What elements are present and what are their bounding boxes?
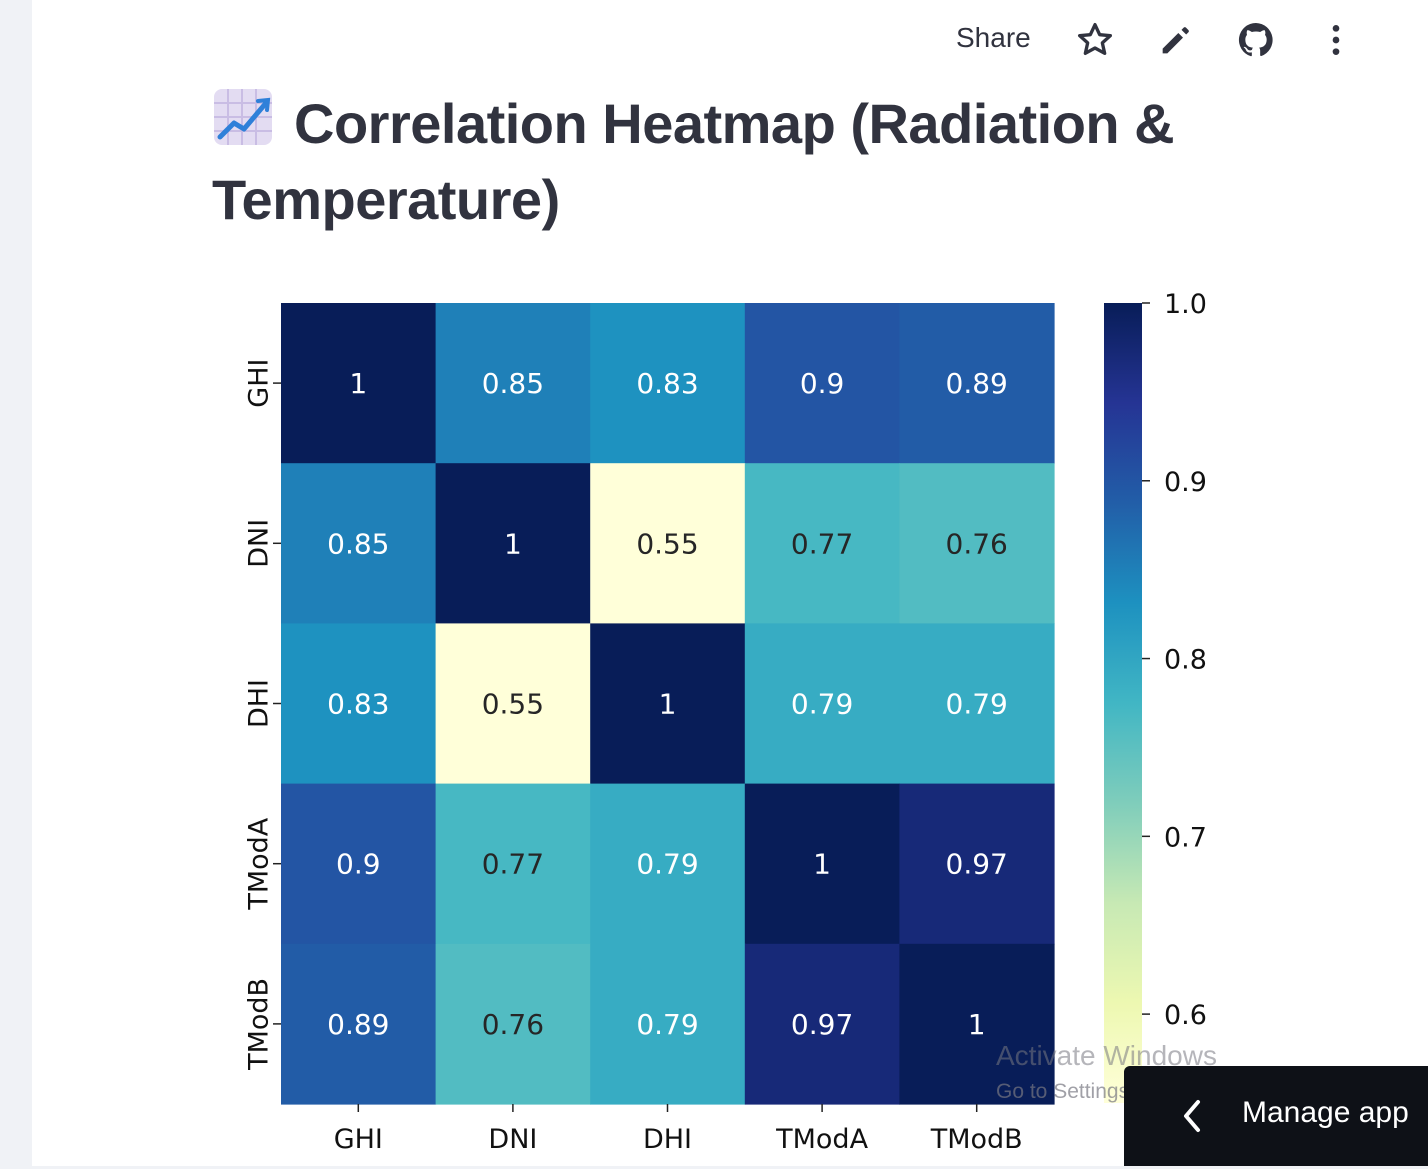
heatmap-cell (281, 303, 437, 464)
heatmap-cell (744, 943, 900, 1105)
heatmap-cell (590, 463, 746, 624)
correlation-heatmap: 1 0.85 0.83 0.9 0.89 0.85 1 0.55 0.77 0.76 0.83 0.5… (244, 289, 1207, 1155)
heatmap-cell (435, 943, 591, 1105)
cell-annotation: 1 (968, 1008, 986, 1041)
y-tick-label: DNI (244, 519, 275, 568)
cell-annotation: 0.9 (336, 848, 381, 881)
cell-annotation: 0.97 (946, 848, 1008, 881)
cell-annotation: 0.83 (636, 367, 698, 400)
heatmap-cell (435, 463, 591, 624)
heatmap-cell (281, 623, 437, 785)
colorbar-tick-label: 1.0 (1164, 289, 1207, 320)
heatmap-cell (435, 303, 591, 464)
heatmap-cell (281, 783, 437, 945)
cell-annotation: 0.55 (636, 527, 698, 560)
heatmap-cell (744, 303, 900, 464)
heatmap-cell (899, 623, 1055, 785)
cell-annotation: 1 (349, 367, 367, 400)
cell-annotation: 0.76 (946, 527, 1008, 560)
cell-annotation: 0.79 (946, 688, 1008, 721)
cell-annotation: 0.83 (327, 688, 389, 721)
colorbar-tick-label: 0.8 (1164, 645, 1207, 676)
cell-annotation: 0.76 (482, 1008, 544, 1041)
heatmap-cell (744, 623, 900, 785)
x-tick-label: DNI (488, 1124, 537, 1155)
colorbar-tick-label: 0.6 (1164, 1000, 1207, 1031)
chart-increasing-icon (214, 89, 272, 145)
cell-annotation: 0.79 (636, 1008, 698, 1041)
manage-app-label: Manage app (1242, 1096, 1409, 1129)
cell-annotation: 0.85 (327, 527, 389, 560)
heatmap-cell (899, 783, 1055, 945)
pencil-icon[interactable] (1156, 20, 1196, 60)
heatmap-cell (435, 783, 591, 945)
github-icon[interactable] (1236, 20, 1276, 60)
cell-annotation: 0.55 (482, 688, 544, 721)
heatmap-cell (590, 783, 746, 945)
cell-annotation: 0.79 (636, 848, 698, 881)
heatmap-cell (744, 783, 900, 945)
page-title: Correlation Heatmap (Radiation & Tempera… (212, 86, 1252, 238)
y-tick-label: GHI (244, 358, 275, 407)
heatmap-cell (435, 623, 591, 785)
x-tick-label: TModA (775, 1124, 868, 1155)
heatmap-cell (590, 943, 746, 1105)
cell-annotation: 1 (813, 848, 831, 881)
cell-annotation: 0.89 (327, 1008, 389, 1041)
colorbar-tick-label: 0.7 (1164, 822, 1207, 853)
star-icon[interactable] (1075, 20, 1115, 60)
cell-annotation: 0.97 (791, 1008, 853, 1041)
cell-annotation: 0.89 (946, 367, 1008, 400)
heatmap-cell (590, 623, 746, 785)
colorbar (1104, 303, 1142, 1103)
colorbar-tick-label: 0.9 (1164, 467, 1207, 498)
heatmap-cell (281, 463, 437, 624)
x-tick-label: DHI (643, 1124, 692, 1155)
heatmap-cell (744, 463, 900, 624)
heatmap-cell (281, 943, 437, 1105)
cell-annotation: 0.79 (791, 688, 853, 721)
cell-annotation: 0.85 (482, 367, 544, 400)
cell-annotation: 0.77 (482, 848, 544, 881)
share-button[interactable]: Share (956, 22, 1031, 53)
app-toolbar: Share (32, 14, 1428, 70)
cell-annotation: 0.77 (791, 527, 853, 560)
y-tick-label: TModB (244, 978, 275, 1071)
cell-annotation: 0.9 (800, 367, 845, 400)
y-tick-label: DHI (244, 679, 275, 728)
app-main: Share Correlation Heatmap (Radiation & T… (32, 0, 1428, 1166)
x-tick-label: GHI (334, 1124, 383, 1155)
y-tick-label: TModA (244, 817, 275, 910)
chevron-left-icon (1184, 1100, 1200, 1132)
cell-annotation: 1 (659, 688, 677, 721)
heatmap-cell (899, 303, 1055, 464)
page-title-text: Correlation Heatmap (Radiation & Tempera… (212, 92, 1175, 231)
manage-app-button[interactable]: Manage app (1124, 1066, 1428, 1166)
x-tick-label: TModB (930, 1124, 1023, 1155)
activate-windows-watermark: Activate Windows (996, 1040, 1217, 1071)
cell-annotation: 1 (504, 527, 522, 560)
more-vertical-icon[interactable] (1316, 20, 1356, 60)
heatmap-cell (590, 303, 746, 464)
heatmap-cell (899, 463, 1055, 624)
heatmap-cell (899, 943, 1055, 1105)
